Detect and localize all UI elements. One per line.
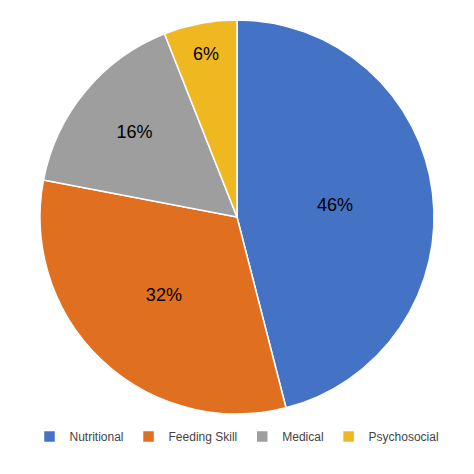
svg-text:16%: 16% [117,122,153,142]
svg-text:Feeding Skill: Feeding Skill [169,430,238,444]
svg-text:6%: 6% [193,44,219,64]
svg-text:Psychosocial: Psychosocial [369,430,439,444]
svg-text:46%: 46% [317,195,353,215]
svg-text:Nutritional: Nutritional [70,430,124,444]
svg-text:Medical: Medical [282,430,323,444]
svg-text:32%: 32% [146,285,182,305]
